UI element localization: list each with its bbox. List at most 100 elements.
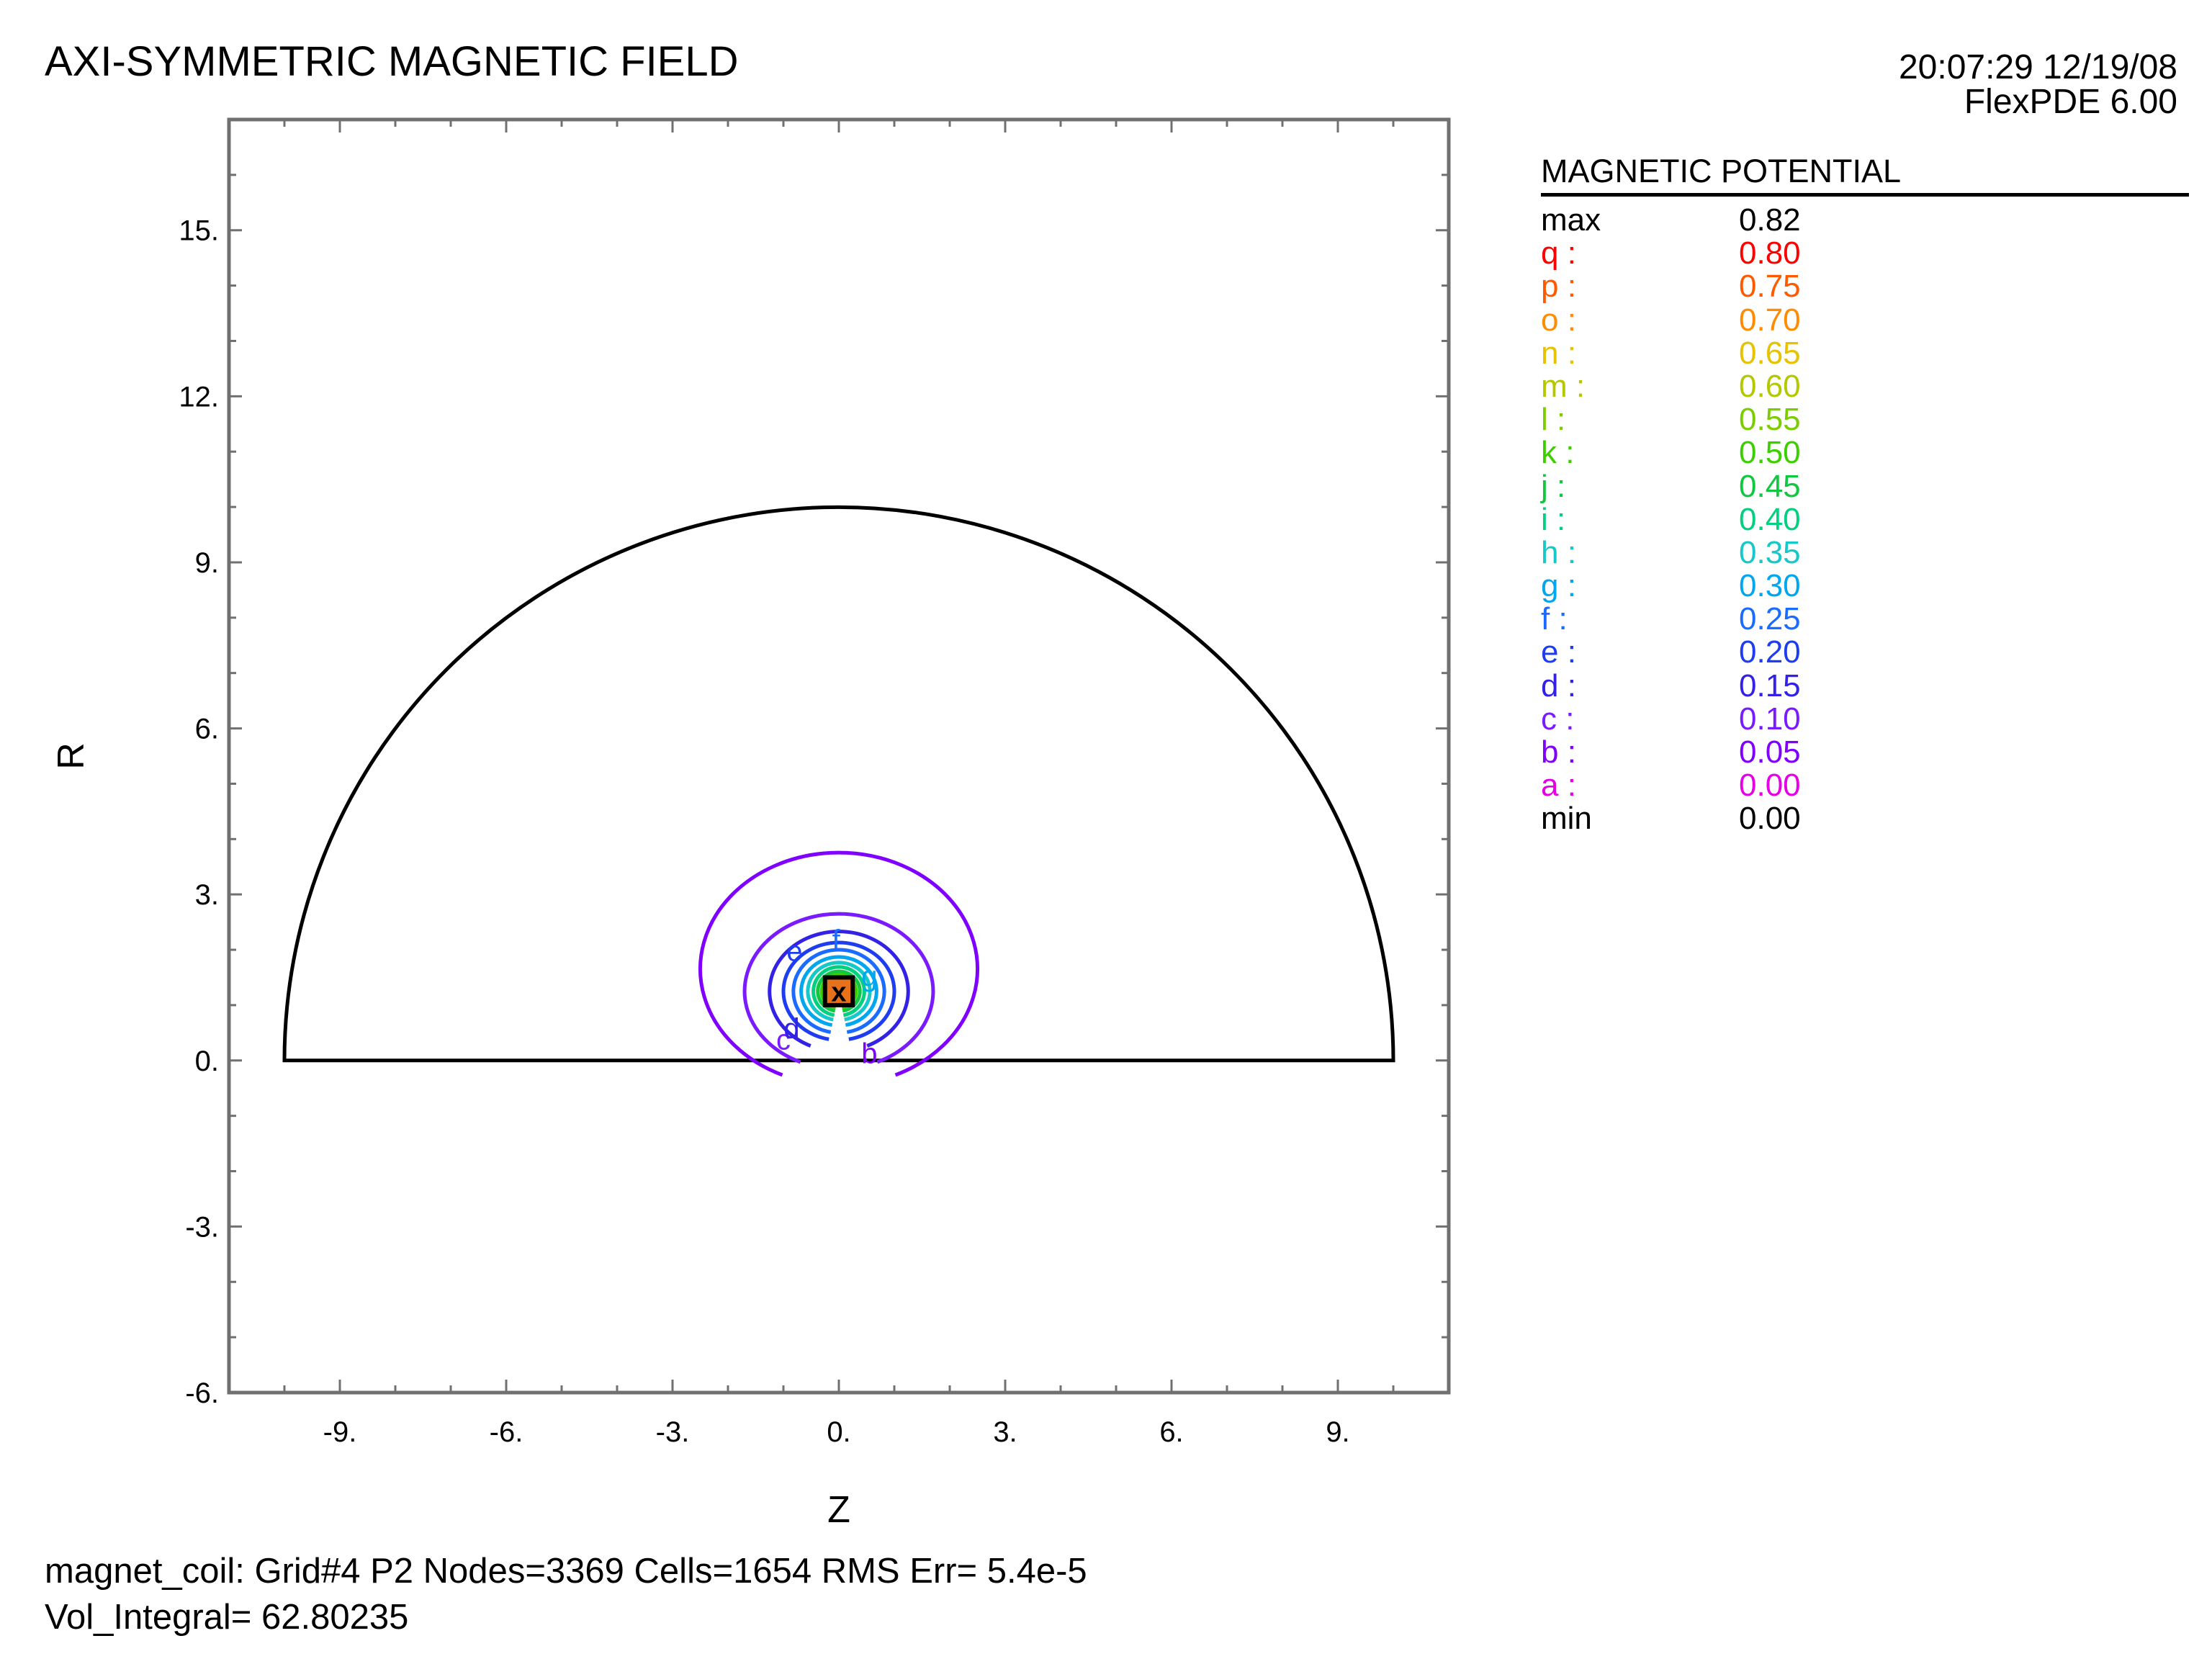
y-tick-label: 6. xyxy=(195,714,219,745)
legend-row-value: 0.25 xyxy=(1739,601,1801,637)
legend-row-label: c : xyxy=(1541,701,1575,737)
domain-boundary xyxy=(282,505,1395,1063)
legend-row-label: p : xyxy=(1541,269,1576,305)
contour-label-g: g xyxy=(861,961,877,992)
legend-row-label: h : xyxy=(1541,534,1576,570)
footer: magnet_coil: Grid#4 P2 Nodes=3369 Cells=… xyxy=(45,1548,1087,1640)
plot-border xyxy=(227,117,1451,1395)
legend: MAGNETIC POTENTIAL max 0.82 q : 0.80 p : 0.75… xyxy=(1541,150,2189,836)
legend-row: q : 0.80 xyxy=(1541,237,2189,270)
contour-d xyxy=(768,930,910,1048)
coil-region: x xyxy=(822,975,855,1008)
contour-e xyxy=(781,940,896,1041)
x-tick-label: 3. xyxy=(993,1416,1017,1448)
contour-label-e: e xyxy=(786,935,802,967)
tick-labels: -9. -6. -3. 0. 3. 6. 9. -6. -3. 0. 3. 6. 9. 12. 15. xyxy=(179,215,1349,1448)
contour-labels: b cd e fg xyxy=(776,925,877,1070)
legend-row-label: i : xyxy=(1541,501,1566,537)
legend-row: c : 0.10 xyxy=(1541,701,2189,737)
legend-row-value: 0.45 xyxy=(1739,468,1801,504)
legend-row: o : 0.70 xyxy=(1541,302,2189,338)
x-tick-label: 9. xyxy=(1326,1416,1349,1448)
y-axis-title: R xyxy=(50,742,92,770)
legend-row-label: b : xyxy=(1541,734,1576,770)
y-tick-label: 15. xyxy=(179,215,219,247)
x-tick-label: 6. xyxy=(1159,1416,1183,1448)
legend-row-label: min xyxy=(1541,801,1592,837)
legend-row-label: e : xyxy=(1541,634,1576,670)
contour-j xyxy=(816,969,862,1013)
legend-row: p : 0.75 xyxy=(1541,270,2189,303)
footer-vol-integral: Vol_Integral= 62.80235 xyxy=(45,1598,409,1637)
timestamp-block: 20:07:29 12/19/08 FlexPDE 6.00 xyxy=(1899,50,2177,120)
legend-row: i : 0.40 xyxy=(1541,503,2189,536)
axis-ticks xyxy=(228,118,1450,1394)
legend-row: n : 0.65 xyxy=(1541,335,2189,371)
legend-row-label: f : xyxy=(1541,601,1568,637)
legend-row-label: m : xyxy=(1541,368,1586,404)
coil-max-marker: x xyxy=(831,978,846,1008)
y-tick-label: 3. xyxy=(195,879,219,911)
timestamp: 20:07:29 12/19/08 xyxy=(1898,48,2177,86)
contour-lines xyxy=(698,850,979,1077)
x-tick-label: -6. xyxy=(490,1416,523,1448)
contour-label-d: d xyxy=(783,1013,799,1045)
contour-g xyxy=(799,955,878,1028)
contour-label-b: b xyxy=(861,1038,877,1070)
legend-row-value: 0.15 xyxy=(1739,667,1801,703)
page-title: AXI-SYMMETRIC MAGNETIC FIELD xyxy=(45,38,739,85)
y-tick-label: -6. xyxy=(185,1377,219,1409)
legend-row-value: 0.00 xyxy=(1739,768,1801,804)
x-tick-label: 0. xyxy=(827,1416,850,1448)
y-tick-label: 0. xyxy=(195,1046,219,1077)
legend-row-label: a : xyxy=(1541,768,1576,804)
legend-row: e : 0.20 xyxy=(1541,636,2189,669)
legend-row-value: 0.35 xyxy=(1739,534,1801,570)
legend-row-value: 0.75 xyxy=(1739,269,1801,305)
legend-row-label: q : xyxy=(1541,235,1576,271)
legend-row-value: 0.40 xyxy=(1739,501,1801,537)
legend-row-label: k : xyxy=(1541,435,1575,471)
contour-f xyxy=(791,948,886,1034)
legend-row: h : 0.35 xyxy=(1541,536,2189,570)
y-tick-label: 9. xyxy=(195,547,219,579)
legend-row-value: 0.00 xyxy=(1739,801,1801,837)
x-axis-title: Z xyxy=(827,1489,850,1531)
legend-row: k : 0.50 xyxy=(1541,436,2189,469)
legend-row-label: l : xyxy=(1541,402,1566,438)
legend-row-value: 0.82 xyxy=(1739,202,1801,238)
contour-label-f: f xyxy=(832,925,841,956)
legend-title: MAGNETIC POTENTIAL xyxy=(1541,150,2189,197)
legend-row: m : 0.60 xyxy=(1541,368,2189,404)
legend-row-value: 0.50 xyxy=(1739,435,1801,471)
legend-rows: max 0.82 q : 0.80 p : 0.75 o : 0.70 n : 0.65 m : 0.… xyxy=(1541,204,2189,836)
legend-row-value: 0.05 xyxy=(1739,734,1801,770)
legend-row-value: 0.60 xyxy=(1739,368,1801,404)
legend-row-label: g : xyxy=(1541,568,1576,604)
legend-row: max 0.82 xyxy=(1541,204,2189,237)
coil-box xyxy=(822,975,855,1007)
legend-row-value: 0.70 xyxy=(1739,302,1801,338)
legend-row: l : 0.55 xyxy=(1541,403,2189,436)
legend-row: min 0.00 xyxy=(1541,802,2189,835)
software-version: FlexPDE 6.00 xyxy=(1964,83,2177,121)
contour-h xyxy=(806,961,872,1022)
legend-row-label: d : xyxy=(1541,667,1576,703)
legend-row-label: o : xyxy=(1541,302,1576,338)
legend-row-label: n : xyxy=(1541,335,1576,371)
legend-row: a : 0.00 xyxy=(1541,769,2189,802)
legend-row: d : 0.15 xyxy=(1541,667,2189,703)
legend-row: b : 0.05 xyxy=(1541,736,2189,769)
contour-label-c: c xyxy=(776,1024,791,1056)
contour-b xyxy=(698,850,979,1077)
legend-row-label: max xyxy=(1541,202,1601,238)
x-tick-label: -9. xyxy=(323,1416,357,1448)
x-tick-label: -3. xyxy=(656,1416,690,1448)
legend-row: g : 0.30 xyxy=(1541,570,2189,603)
legend-row-value: 0.65 xyxy=(1739,335,1801,371)
footer-grid-info: magnet_coil: Grid#4 P2 Nodes=3369 Cells=… xyxy=(45,1552,1087,1591)
y-tick-label: 12. xyxy=(179,381,219,413)
domain-outline xyxy=(282,505,1395,1063)
plot-frame xyxy=(227,117,1451,1395)
